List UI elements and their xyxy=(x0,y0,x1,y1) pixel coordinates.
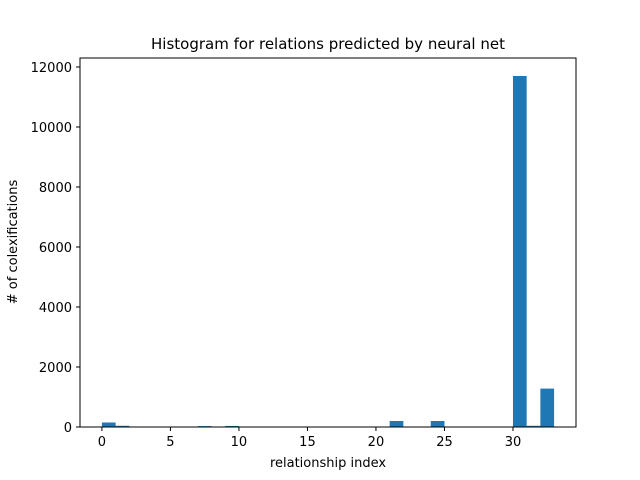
histogram-bar-4 xyxy=(389,421,404,427)
y-axis-ticks: 0 2000 4000 6000 8000 10000 12000 xyxy=(31,61,80,436)
x-tick-label: 25 xyxy=(436,435,453,450)
y-tick-label: 8000 xyxy=(39,181,72,196)
y-tick-label: 12000 xyxy=(31,61,72,76)
y-tick-label: 4000 xyxy=(39,301,72,316)
x-tick-label: 30 xyxy=(505,435,522,450)
y-tick-label: 10000 xyxy=(31,121,72,136)
histogram-bar-3 xyxy=(225,425,239,427)
histogram-bar-5 xyxy=(430,421,445,427)
histogram-bar-6 xyxy=(512,76,527,427)
y-axis-label: # of colexifications xyxy=(6,180,21,305)
plot-frame xyxy=(79,57,577,428)
histogram-bar-7 xyxy=(526,425,541,427)
x-tick-label: 15 xyxy=(299,435,316,450)
y-tick-label: 0 xyxy=(64,421,72,436)
x-tick-label: 10 xyxy=(231,435,248,450)
x-tick-label: 20 xyxy=(368,435,385,450)
bars-group xyxy=(101,76,555,427)
x-axis-label: relationship index xyxy=(270,456,386,471)
x-axis-ticks: 0 5 10 15 20 25 30 xyxy=(98,427,521,450)
x-tick-label: 5 xyxy=(166,435,174,450)
histogram-bar-0 xyxy=(101,422,116,427)
chart-title: Histogram for relations predicted by neu… xyxy=(151,35,505,53)
x-tick-label: 0 xyxy=(98,435,106,450)
histogram-bar-1 xyxy=(115,425,130,427)
histogram-bar-8 xyxy=(540,388,555,427)
y-tick-label: 2000 xyxy=(39,361,72,376)
y-tick-label: 6000 xyxy=(39,241,72,256)
